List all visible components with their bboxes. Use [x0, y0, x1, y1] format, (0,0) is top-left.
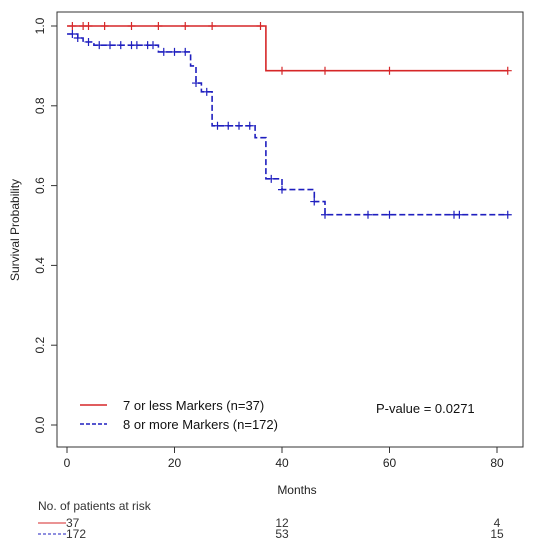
censor-mark [127, 22, 136, 30]
censor-mark [278, 185, 286, 194]
risk-count: 12 [275, 516, 289, 530]
censor-mark [84, 37, 93, 46]
censor-mark [95, 41, 104, 50]
censor-mark [68, 22, 77, 30]
risk-count: 15 [490, 527, 504, 541]
axes: 0 20 40 60 80 0.0 0.2 0.4 0.6 0.8 1.0 [33, 17, 504, 470]
censor-mark [235, 121, 243, 130]
y-tick-label: 1.0 [33, 17, 47, 34]
risk-table-title: No. of patients at risk [38, 499, 152, 513]
censor-mark [213, 121, 222, 130]
censor-mark [154, 22, 163, 30]
censor-mark [503, 66, 512, 75]
legend-label-8-or-more: 8 or more Markers (n=172) [123, 417, 278, 432]
censor-mark [181, 47, 190, 56]
censor-mark [202, 87, 211, 96]
censor-mark [245, 121, 254, 130]
censor-mark [455, 210, 464, 219]
risk-count: 53 [275, 527, 289, 541]
curve-series-0 [67, 25, 508, 72]
legend: 7 or less Markers (n=37) 8 or more Marke… [80, 398, 278, 432]
censor-mark [364, 210, 372, 219]
censor-mark [73, 33, 82, 42]
censor-mark [385, 210, 394, 219]
x-tick-label: 40 [275, 456, 289, 470]
censor-mark [100, 22, 109, 30]
survival-curves [67, 25, 508, 216]
censor-mark [321, 210, 329, 219]
y-tick-label: 0.6 [33, 177, 47, 194]
censor-mark [385, 66, 394, 75]
censor-mark [170, 47, 179, 56]
censor-mark [106, 41, 114, 50]
censor-mark [208, 22, 217, 30]
censor-mark [116, 41, 125, 50]
x-tick-label: 20 [168, 456, 182, 470]
censor-mark [192, 79, 200, 88]
censor-mark [503, 210, 512, 219]
censor-marks [68, 22, 512, 219]
legend-label-7-or-less: 7 or less Markers (n=37) [123, 398, 264, 413]
y-axis-title: Survival Probability [8, 179, 22, 281]
censor-mark [84, 22, 93, 30]
risk-count: 37 [66, 516, 80, 530]
censor-mark [132, 41, 141, 50]
censor-mark [181, 22, 190, 30]
censor-mark [224, 121, 233, 130]
censor-mark [310, 197, 319, 206]
censor-mark [159, 47, 168, 56]
p-value-annotation: P-value = 0.0271 [376, 401, 475, 416]
risk-counts: 37 12 4 172 53 15 [66, 516, 504, 541]
censor-mark [321, 66, 329, 75]
x-tick-label: 60 [383, 456, 397, 470]
x-axis-title: Months [277, 483, 316, 497]
censor-mark [278, 66, 286, 75]
y-tick-label: 0.2 [33, 337, 47, 354]
risk-count: 4 [494, 516, 501, 530]
curve-series-1 [67, 33, 508, 216]
y-tick-label: 0.0 [33, 416, 47, 433]
x-tick-label: 80 [490, 456, 504, 470]
risk-count: 172 [66, 527, 86, 541]
x-tick-label: 0 [64, 456, 71, 470]
censor-mark [68, 29, 77, 38]
censor-mark [149, 41, 157, 50]
censor-mark [267, 174, 276, 183]
plot-frame [56, 11, 524, 448]
risk-table: No. of patients at risk 37 12 4 172 53 15 [38, 499, 504, 541]
y-tick-label: 0.8 [33, 97, 47, 114]
y-tick-label: 0.4 [33, 257, 47, 274]
censor-mark [256, 22, 265, 30]
